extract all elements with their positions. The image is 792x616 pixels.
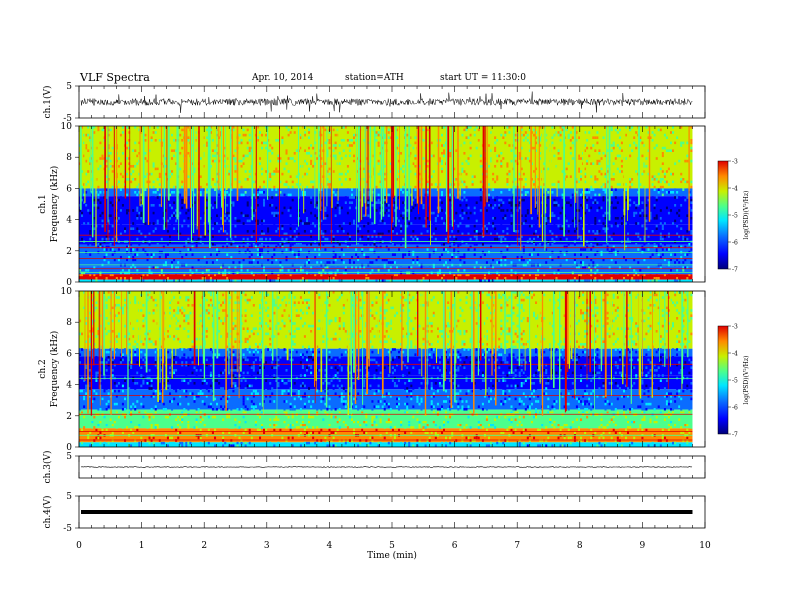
ch1-y-axis: 5-5 — [63, 82, 79, 124]
station-label: station=ATH — [345, 73, 404, 83]
ch1-waveform-line — [81, 92, 692, 113]
chart-title: VLF Spectra — [80, 71, 150, 84]
x-tick-label: 4 — [327, 541, 333, 551]
ch1-spec-colorbar-tick: -3 — [732, 159, 738, 166]
x-tick-label: 8 — [577, 541, 583, 551]
x-tick-label: 2 — [201, 541, 207, 551]
x-axis-label: Time (min) — [367, 550, 417, 561]
ch2-spectrogram — [79, 291, 692, 447]
ch4-waveform-line — [81, 510, 692, 514]
ch1-spectrogram — [79, 126, 692, 282]
ch1-spec-colorbar-tick: -6 — [732, 240, 738, 247]
ch4-y-tick-label: -5 — [63, 524, 72, 534]
ch1-spec-y-tick-label: 2 — [66, 247, 72, 257]
ch2-spec-colorbar-tick: -7 — [732, 432, 738, 439]
ch1-spec-y-tick-label: 4 — [66, 216, 72, 226]
ch1-spec-y-axis-label: Frequency (kHz) — [49, 166, 60, 243]
ch1-spec-colorbar: -3 -4 -5 -6 -7 log(PSD)(V²/Hz) — [718, 159, 750, 274]
x-tick-label: 1 — [139, 541, 145, 551]
ch2-spec-colorbar-tick: -3 — [732, 324, 738, 331]
x-tick-label: 6 — [452, 541, 458, 551]
ch4-y-tick-label: 5 — [66, 492, 72, 502]
date-label: Apr. 10, 2014 — [252, 73, 313, 83]
x-tick-label: 0 — [76, 541, 82, 551]
ch2-spec-colorbar-tick: -4 — [732, 351, 738, 358]
x-tick-label: 5 — [389, 541, 395, 551]
ch2-spec-colorbar-label: log(PSD)(V²/Hz) — [743, 356, 750, 405]
x-tick-label: 10 — [699, 541, 711, 551]
x-tick-label: 3 — [264, 541, 270, 551]
x-tick-label: 7 — [514, 541, 520, 551]
ch2-spec-colorbar-tick: -6 — [732, 405, 738, 412]
ch1-y-tick-label: 5 — [66, 82, 72, 92]
ch2-spec-y-tick-label: 10 — [61, 287, 73, 297]
ch3-y-tick-label: 5 — [66, 452, 72, 462]
ch1-spec-channel-label: ch.1 — [38, 194, 48, 213]
x-tick-label: 9 — [640, 541, 646, 551]
ch1-spec-y-tick-label: 6 — [66, 184, 72, 194]
ch4-y-axis-label: ch.4(V) — [42, 496, 53, 529]
start-time-label: start UT = 11:30:0 — [440, 73, 526, 83]
ch3-y-axis-label: ch.3(V) — [42, 451, 53, 484]
ch1-spec-y-tick-label: 10 — [61, 122, 73, 132]
x-tick-marks — [79, 86, 705, 118]
ch2-spec-y-axis-label: Frequency (kHz) — [49, 331, 60, 408]
ch2-spec-y-tick-label: 2 — [66, 412, 72, 422]
ch1-spec-y-tick-label: 8 — [66, 153, 72, 163]
ch1-spec-colorbar-label: log(PSD)(V²/Hz) — [743, 191, 750, 240]
ch1-spec-colorbar-tick: -7 — [732, 267, 738, 274]
ch2-spec-y-tick-label: 8 — [66, 318, 72, 328]
ch2-spec-y-tick-label: 6 — [66, 349, 72, 359]
ch1-spec-colorbar-tick: -4 — [732, 186, 738, 193]
ch1-y-axis-label: ch.1(V) — [42, 86, 53, 119]
ch2-spec-channel-label: ch.2 — [38, 359, 48, 378]
ch2-spec-colorbar: -3 -4 -5 -6 -7 log(PSD)(V²/Hz) — [718, 324, 750, 439]
ch3-y-axis: 5 — [66, 452, 79, 462]
ch2-spec-colorbar-tick: -5 — [732, 378, 738, 385]
x-axis: 0 1 2 3 4 5 6 7 8 9 10 Time (min) — [76, 541, 711, 561]
ch1-spec-colorbar-tick: -5 — [732, 213, 738, 220]
ch2-spec-y-tick-label: 4 — [66, 381, 72, 391]
ch3-waveform-line — [81, 467, 692, 468]
ch4-y-axis: 5 -5 — [63, 492, 79, 534]
